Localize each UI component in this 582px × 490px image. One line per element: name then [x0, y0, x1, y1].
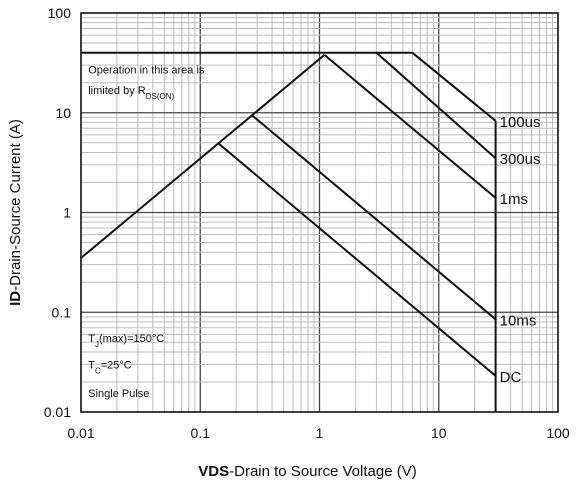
series-line-300us: [375, 51, 497, 159]
x-tick-label: 100: [546, 425, 570, 441]
y-tick-label: 100: [48, 5, 72, 21]
y-tick-label: 1: [63, 205, 71, 221]
series-line-dc: [217, 142, 497, 377]
annotation-text: TJ(max)=150°C: [88, 333, 164, 349]
curve-label-dc: DC: [500, 369, 522, 386]
series-line-1ms: [323, 54, 497, 199]
x-tick-label: 0.01: [67, 425, 94, 441]
curve-labels: 100us 300us 1ms 10ms DC: [500, 114, 541, 386]
y-axis-title: ID-Drain-Source Current (A): [7, 119, 24, 306]
curve-label-1ms: 1ms: [500, 191, 528, 208]
curve-label-100us: 100us: [500, 114, 541, 131]
series-line-10ms: [251, 114, 497, 321]
y-tick-label: 0.1: [52, 304, 72, 320]
curve-label-300us: 300us: [500, 151, 541, 168]
x-axis-title: VDS-Drain to Source Voltage (V): [198, 463, 416, 480]
series-layer: [80, 51, 497, 412]
annotation-text: limited by RDS(ON): [88, 85, 174, 101]
plot-frame: [80, 12, 559, 413]
x-tick-label: 0.1: [191, 425, 211, 441]
x-tick-label: 10: [431, 425, 447, 441]
annotation-text: TC=25°C: [88, 359, 132, 375]
grid: [81, 13, 558, 412]
x-tick-label: 1: [316, 425, 324, 441]
y-tick-label: 0.01: [44, 404, 71, 420]
annotations: Operation in this area is limited by RDS(…: [88, 65, 205, 400]
annotation-text: Operation in this area is: [88, 65, 205, 77]
annotation-text: Single Pulse: [88, 388, 149, 400]
series-line-100us: [411, 51, 497, 122]
series-line-rds-on-limit: [80, 54, 326, 259]
tick-labels: 0.01 0.1 1 10 100 0.01 0.1 1 10 100: [44, 5, 570, 441]
curve-label-10ms: 10ms: [500, 312, 537, 329]
y-tick-label: 10: [55, 105, 71, 121]
